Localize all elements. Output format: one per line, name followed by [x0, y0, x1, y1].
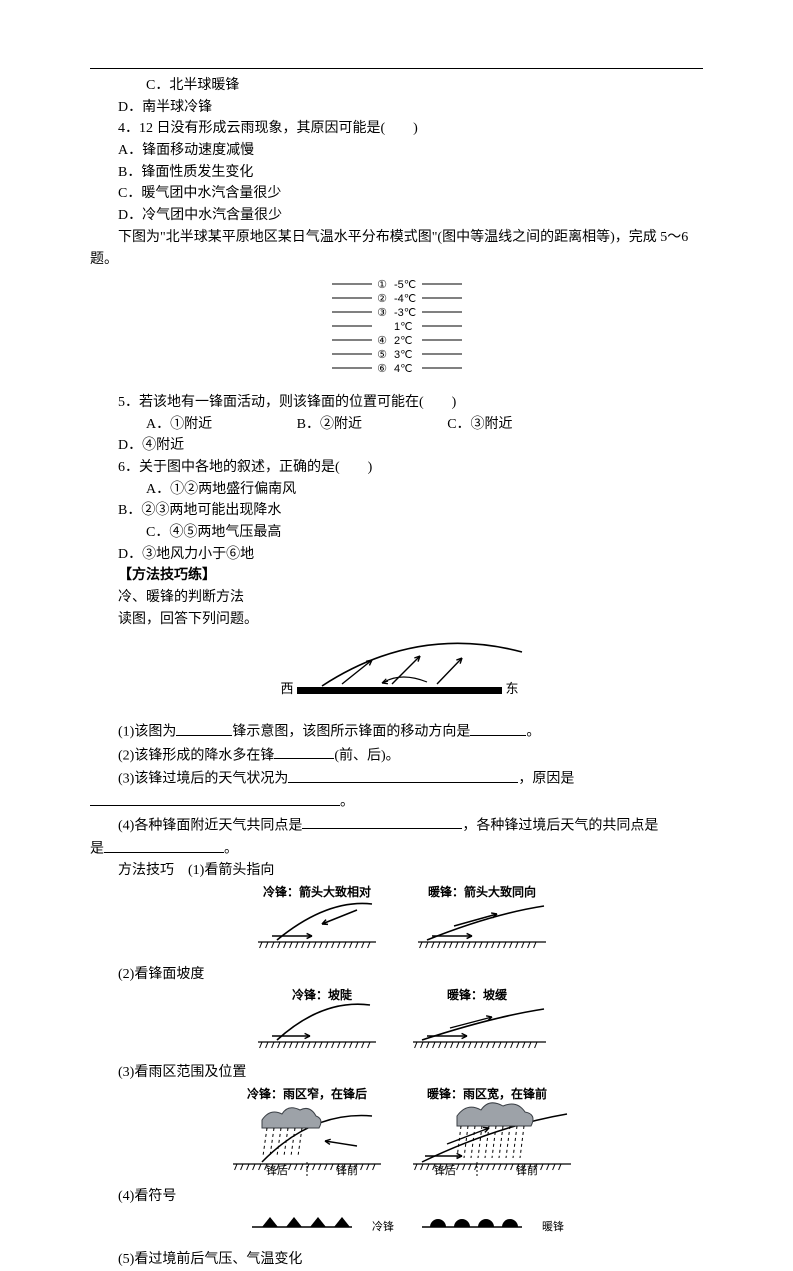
svg-text:1℃: 1℃: [394, 321, 412, 333]
q4b-blank-2[interactable]: [104, 837, 224, 853]
svg-text:①: ①: [377, 279, 387, 291]
svg-text:-3℃: -3℃: [394, 307, 416, 319]
q4b-text-a: (4)各种锋面附近天气共同点是: [118, 818, 302, 833]
header-rule: [90, 68, 703, 69]
tip1-svg: 冷锋：箭头大致相对 暖锋：箭头大致同向: [222, 884, 572, 954]
q3b-blank-1[interactable]: [288, 767, 518, 783]
q3b-text-c: 。: [340, 795, 354, 810]
isotherm-figure: ① -5℃ ② -4℃ ③ -3℃ 1℃ ④ 2℃ ⑤ 3℃ ⑥ 4℃: [90, 272, 703, 390]
q2-blank[interactable]: [274, 744, 334, 760]
q1-blank-1[interactable]: [176, 720, 232, 736]
blank-q2: (2)该锋形成的降水多在锋 (前、后)。: [90, 744, 703, 767]
q6-opts-row1: A．①②两地盛行偏南风 B．②③两地可能出现降水: [90, 479, 703, 522]
tip2-figure: 冷锋：坡陡 暖锋：坡缓: [90, 987, 703, 1060]
q1-text-a: (1)该图为: [118, 725, 176, 740]
svg-text:锋前: 锋前: [516, 1163, 538, 1176]
svg-text:-5℃: -5℃: [394, 279, 416, 291]
svg-text:③: ③: [377, 307, 387, 319]
q6-opt-d: D．③地风力小于⑥地: [90, 544, 384, 566]
q2-text-b: (前、后)。: [334, 748, 399, 763]
tip2-svg: 冷锋：坡陡 暖锋：坡缓: [222, 987, 572, 1052]
svg-text:⑥: ⑥: [377, 363, 387, 375]
svg-text:3℃: 3℃: [394, 349, 412, 361]
q4b-blank-1[interactable]: [302, 814, 462, 830]
q3b-text-a: (3)该锋过境后的天气状况为: [118, 772, 288, 787]
q5-stem: 5．若该地有一锋面活动，则该锋面的位置可能在( ): [90, 392, 703, 414]
q4-opt-c: C．暖气团中水汽含量很少: [90, 183, 703, 205]
q1-blank-2[interactable]: [470, 720, 526, 736]
svg-text:锋前: 锋前: [336, 1163, 358, 1176]
tip4-label: (4)看符号: [90, 1186, 703, 1208]
q5-opt-d: D．④附近: [90, 435, 237, 457]
q3b-blank-2[interactable]: [90, 790, 340, 806]
tip5-label: (5)看过境前后气压、气温变化: [90, 1249, 703, 1271]
svg-text:4℃: 4℃: [394, 363, 412, 375]
q5-options: A．①附近 B．②附近 C．③附近 D．④附近: [90, 414, 703, 457]
q4-opt-b: B．锋面性质发生变化: [90, 162, 703, 184]
blank-q4: (4)各种锋面附近天气共同点是 ，各种锋过境后天气的共同点是: [90, 814, 703, 837]
svg-text:冷锋：坡陡: 冷锋：坡陡: [291, 987, 352, 1002]
isotherm-svg: ① -5℃ ② -4℃ ③ -3℃ 1℃ ④ 2℃ ⑤ 3℃ ⑥ 4℃: [312, 272, 482, 382]
tip3-label: (3)看雨区范围及位置: [90, 1062, 703, 1084]
q6-stem: 6．关于图中各地的叙述，正确的是( ): [90, 457, 703, 479]
q6-opt-a: A．①②两地盛行偏南风: [118, 479, 412, 501]
svg-text:⑤: ⑤: [377, 349, 387, 361]
blank-q4-line2: 是。: [90, 837, 703, 860]
q1-text-b: 锋示意图，该图所示锋面的移动方向是: [232, 725, 470, 740]
svg-text:锋后: 锋后: [266, 1164, 288, 1176]
q4-opt-a: A．锋面移动速度减慢: [90, 140, 703, 162]
q6-opts-row2: C．④⑤两地气压最高 D．③地风力小于⑥地: [90, 522, 703, 565]
q4-opt-d: D．冷气团中水汽含量很少: [90, 205, 703, 227]
q3-options: C．北半球暖锋 D．南半球冷锋: [90, 75, 703, 118]
svg-text:西: 西: [280, 681, 293, 696]
svg-text:暖锋：坡缓: 暖锋：坡缓: [446, 987, 507, 1002]
q6-opt-b: B．②③两地可能出现降水: [90, 500, 384, 522]
q6-opt-c: C．④⑤两地气压最高: [118, 522, 412, 544]
tip1-figure: 冷锋：箭头大致相对 暖锋：箭头大致同向: [90, 884, 703, 962]
method-sub: 冷、暖锋的判断方法: [90, 587, 703, 609]
svg-text:冷锋：雨区窄，在锋后: 冷锋：雨区窄，在锋后: [246, 1086, 366, 1101]
svg-text:锋后: 锋后: [434, 1164, 456, 1176]
tips-lead: 方法技巧 (1)看箭头指向: [90, 860, 703, 882]
front-schematic-svg: 西东: [252, 632, 542, 710]
q4-stem: 4．12 日没有形成云雨现象，其原因可能是( ): [90, 118, 703, 140]
blank-q3: (3)该锋过境后的天气状况为 ，原因是: [90, 767, 703, 790]
svg-text:冷锋：箭头大致相对: 冷锋：箭头大致相对: [262, 884, 370, 899]
tip4-figure: 冷锋 暖锋: [90, 1209, 703, 1247]
blank-q1: (1)该图为 锋示意图，该图所示锋面的移动方向是 。: [90, 720, 703, 743]
svg-text:④: ④: [377, 335, 387, 347]
q5-opt-a: A．①附近: [118, 414, 265, 436]
tip3-figure: 冷锋：雨区窄，在锋后 暖锋：雨区宽，在锋前锋后 锋前 锋后 锋前: [90, 1086, 703, 1184]
method-read: 读图，回答下列问题。: [90, 609, 703, 631]
svg-text:暖锋：雨区宽，在锋前: 暖锋：雨区宽，在锋前: [426, 1086, 546, 1101]
q3b-text-b: ，原因是: [518, 772, 574, 787]
svg-text:暖锋：箭头大致同向: 暖锋：箭头大致同向: [427, 884, 535, 899]
q1-text-c: 。: [526, 725, 540, 740]
q3-opt-d: D．南半球冷锋: [90, 97, 384, 119]
svg-text:暖锋: 暖锋: [542, 1220, 564, 1233]
method-title: 【方法技巧练】: [90, 565, 703, 587]
tip3-svg: 冷锋：雨区窄，在锋后 暖锋：雨区宽，在锋前锋后 锋前 锋后 锋前: [207, 1086, 587, 1176]
svg-text:东: 东: [505, 681, 518, 696]
document-page: C．北半球暖锋 D．南半球冷锋 4．12 日没有形成云雨现象，其原因可能是( )…: [0, 0, 793, 1122]
svg-text:2℃: 2℃: [394, 335, 412, 347]
front-schematic: 西东: [90, 632, 703, 718]
q5-opt-c: C．③附近: [419, 414, 566, 436]
svg-text:冷锋: 冷锋: [372, 1220, 394, 1233]
tip4-svg: 冷锋 暖锋: [222, 1209, 572, 1239]
q4b-text-c: 。: [224, 842, 238, 857]
q2-text-a: (2)该锋形成的降水多在锋: [118, 748, 274, 763]
tip2-label: (2)看锋面坡度: [90, 964, 703, 986]
blank-q3-line2: 。: [90, 790, 703, 813]
svg-text:-4℃: -4℃: [394, 293, 416, 305]
q4b-text-b: ，各种锋过境后天气的共同点是: [462, 818, 658, 833]
svg-text:②: ②: [377, 293, 387, 305]
q5-opt-b: B．②附近: [269, 414, 416, 436]
intro-5-6: 下图为"北半球某平原地区某日气温水平分布模式图"(图中等温线之间的距离相等)，完…: [90, 227, 703, 270]
q3-opt-c: C．北半球暖锋: [118, 75, 412, 97]
